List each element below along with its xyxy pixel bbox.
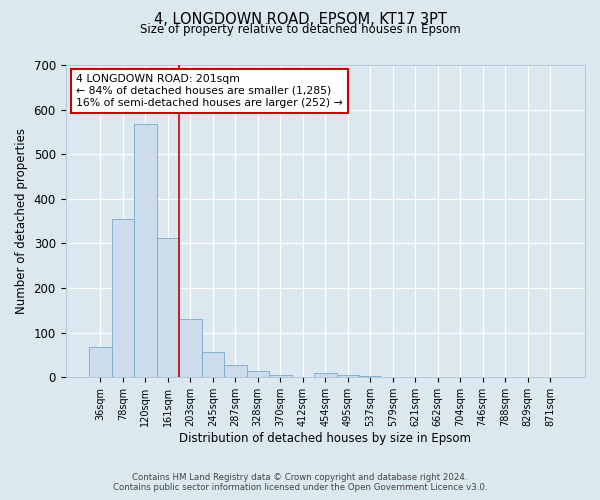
Bar xyxy=(269,375,292,378)
Text: Contains HM Land Registry data © Crown copyright and database right 2024.
Contai: Contains HM Land Registry data © Crown c… xyxy=(113,473,487,492)
Bar xyxy=(314,373,337,378)
Bar xyxy=(224,366,247,378)
Bar xyxy=(157,238,179,378)
Bar xyxy=(112,219,134,378)
X-axis label: Distribution of detached houses by size in Epsom: Distribution of detached houses by size … xyxy=(179,432,471,445)
Bar xyxy=(89,347,112,378)
Text: 4, LONGDOWN ROAD, EPSOM, KT17 3PT: 4, LONGDOWN ROAD, EPSOM, KT17 3PT xyxy=(154,12,446,28)
Bar xyxy=(179,320,202,378)
Text: 4 LONGDOWN ROAD: 201sqm
← 84% of detached houses are smaller (1,285)
16% of semi: 4 LONGDOWN ROAD: 201sqm ← 84% of detache… xyxy=(76,74,343,108)
Bar xyxy=(247,370,269,378)
Bar xyxy=(202,352,224,378)
Bar xyxy=(337,375,359,378)
Bar xyxy=(134,124,157,378)
Text: Size of property relative to detached houses in Epsom: Size of property relative to detached ho… xyxy=(140,22,460,36)
Y-axis label: Number of detached properties: Number of detached properties xyxy=(15,128,28,314)
Bar xyxy=(359,376,382,378)
